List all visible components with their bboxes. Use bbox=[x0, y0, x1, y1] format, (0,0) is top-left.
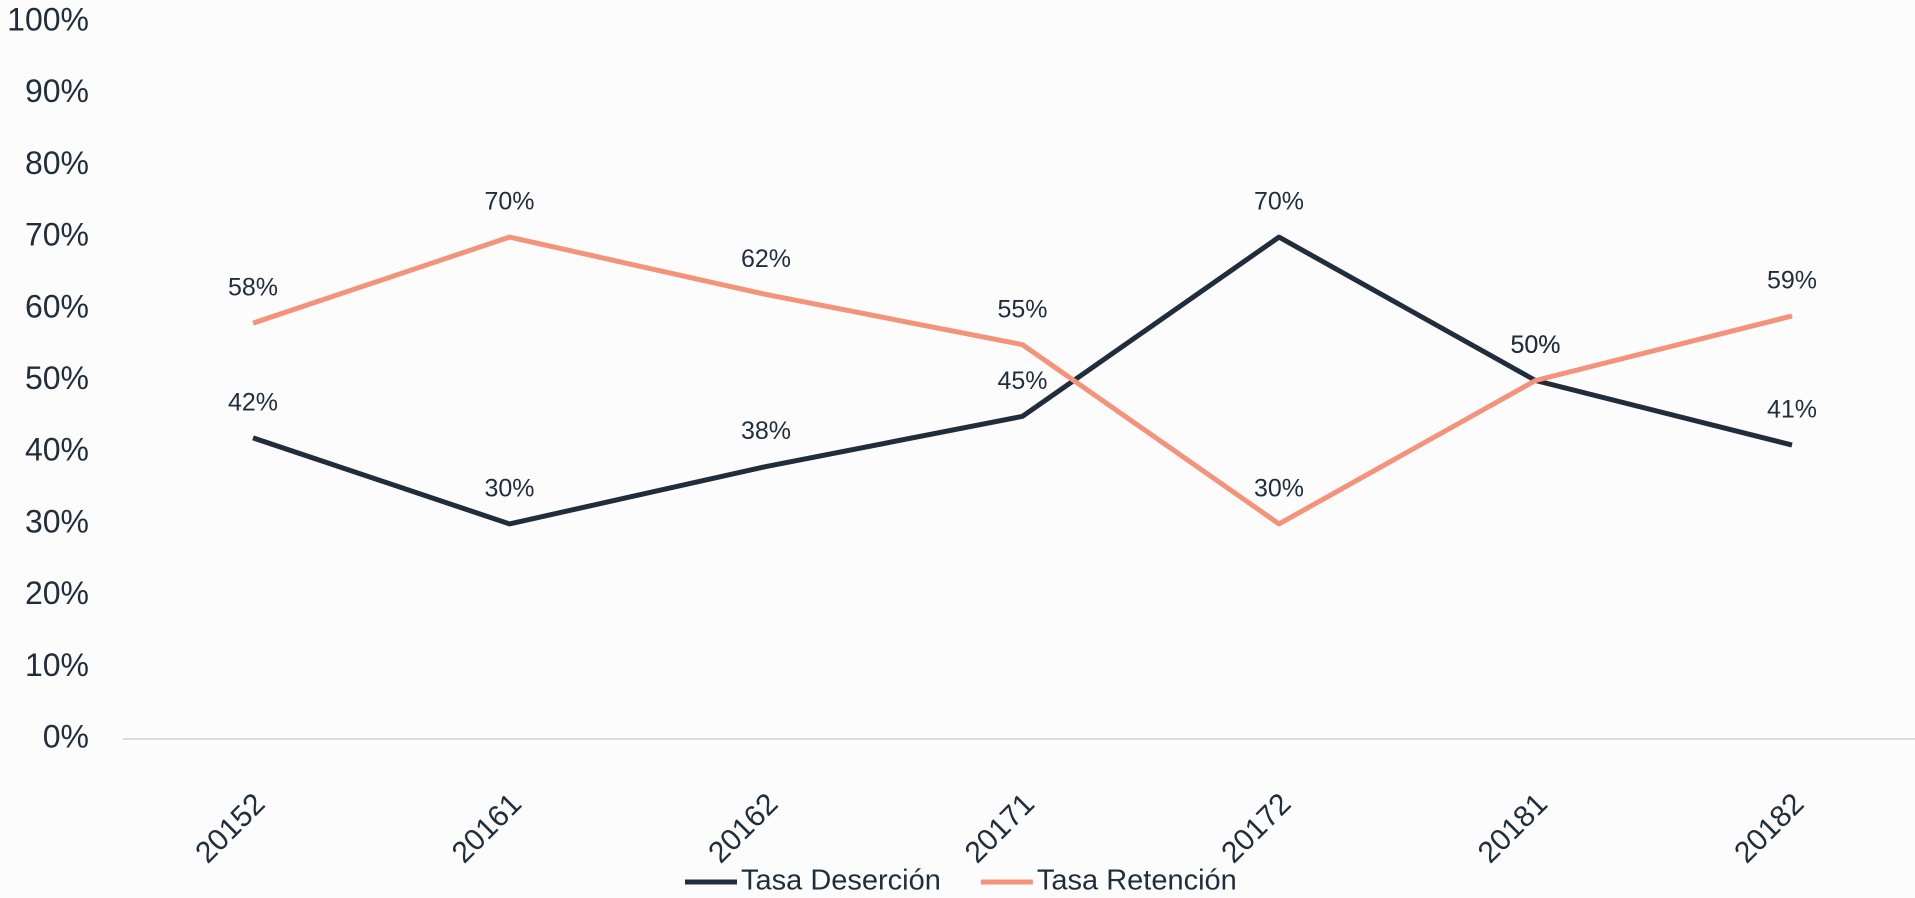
y-tick-label: 30% bbox=[25, 503, 89, 539]
y-tick-label: 70% bbox=[25, 217, 89, 253]
y-tick-label: 80% bbox=[25, 145, 89, 181]
data-label: 45% bbox=[997, 367, 1047, 395]
data-label: 30% bbox=[1254, 475, 1304, 503]
data-label: 58% bbox=[228, 274, 278, 302]
y-tick-label: 20% bbox=[25, 575, 89, 611]
data-label: 62% bbox=[741, 245, 791, 273]
legend-label: Tasa Retención bbox=[1037, 865, 1237, 897]
y-tick-label: 90% bbox=[25, 73, 89, 109]
data-label: 42% bbox=[228, 388, 278, 416]
data-label: 59% bbox=[1767, 267, 1817, 295]
y-tick-label: 60% bbox=[25, 288, 89, 324]
data-label: 70% bbox=[484, 188, 534, 216]
data-label: 41% bbox=[1767, 396, 1817, 424]
series-line bbox=[252, 234, 1793, 527]
legend-label: Tasa Deserción bbox=[741, 865, 941, 897]
y-tick-label: 0% bbox=[43, 718, 89, 754]
data-label: 30% bbox=[484, 475, 534, 503]
y-tick-label: 50% bbox=[25, 360, 89, 396]
data-label: 50% bbox=[1510, 331, 1560, 359]
data-label: 55% bbox=[997, 295, 1047, 323]
y-tick-label: 40% bbox=[25, 432, 89, 468]
y-tick-label: 100% bbox=[7, 1, 89, 37]
data-label: 38% bbox=[741, 417, 791, 445]
data-label: 70% bbox=[1254, 188, 1304, 216]
data-label: 50% bbox=[1510, 331, 1560, 359]
y-tick-label: 10% bbox=[25, 647, 89, 683]
